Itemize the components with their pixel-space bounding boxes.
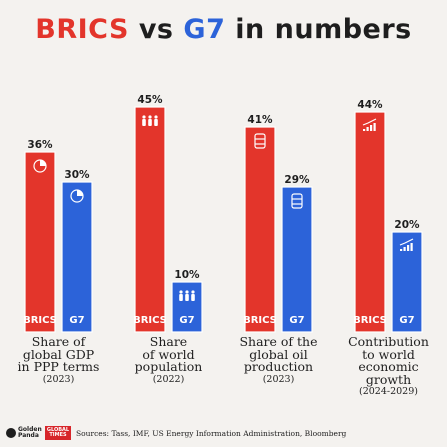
bar-brics-2	[244, 126, 276, 333]
global-times-logo-text: GLOBAL TIMES	[46, 426, 70, 438]
bar-brics-1	[134, 106, 166, 333]
bar-label-brics-0: 36%	[27, 139, 53, 151]
chart-title: BRICS vs G7 in numbers	[0, 14, 447, 45]
oil-barrel-brics-2-icon	[254, 133, 266, 149]
footer: Golden Panda GLOBAL TIMES Sources: Tass,…	[6, 424, 444, 442]
bar-g7-0	[61, 181, 93, 333]
group-tag-brics-0: BRICS	[23, 315, 57, 326]
bar-brics-3	[354, 111, 386, 333]
bar-brics-0	[24, 151, 56, 333]
golden-panda-logo: Golden Panda	[6, 426, 42, 440]
title-g7: G7	[183, 14, 226, 45]
bar-label-g7-2: 29%	[284, 174, 310, 186]
caption-3: Contribution to world economic growth (20…	[343, 334, 434, 398]
title-brics: BRICS	[35, 14, 129, 45]
group-tag-brics-2: BRICS	[243, 315, 277, 326]
group-tag-g7-1: G7	[179, 315, 194, 326]
people-g7-1-icon	[179, 290, 195, 301]
oil-barrel-g7-2-icon	[291, 193, 303, 209]
bar-label-brics-2: 41%	[247, 114, 273, 126]
bar-g7-1	[171, 281, 203, 333]
bar-label-brics-3: 44%	[357, 99, 383, 111]
growth-chart-brics-3-icon	[362, 118, 377, 131]
bar-g7-2	[281, 186, 313, 333]
caption-text-2: Share of the global oil production	[239, 334, 318, 374]
global-times-logo: GLOBAL TIMES	[45, 426, 71, 440]
caption-0: Share of global GDP in PPP terms (2023)	[13, 334, 104, 386]
caption-year-1: (2022)	[152, 373, 185, 385]
group-tag-brics-1: BRICS	[133, 315, 167, 326]
caption-2: Share of the global oil production (2023)	[233, 334, 324, 386]
bar-label-g7-3: 20%	[394, 219, 420, 231]
group-tag-brics-3: BRICS	[353, 315, 387, 326]
panda-icon	[6, 428, 16, 438]
title-vs: vs	[128, 14, 184, 45]
group-tag-g7-0: G7	[69, 315, 84, 326]
caption-year-2: (2023)	[262, 373, 295, 385]
pie-chart-g7-0-icon	[70, 189, 84, 203]
title-in-numbers: in numbers	[225, 14, 412, 45]
pie-chart-brics-0-icon	[33, 159, 47, 173]
people-brics-1-icon	[142, 115, 158, 126]
caption-text-3: Contribution to world economic growth	[348, 334, 429, 387]
bar-label-brics-1: 45%	[137, 94, 163, 106]
caption-1: Share of world population (2022)	[123, 334, 214, 386]
golden-panda-logo-text: Golden Panda	[18, 426, 42, 439]
group-tag-g7-2: G7	[289, 315, 304, 326]
growth-chart-g7-3-icon	[399, 238, 414, 251]
group-tag-g7-3: G7	[399, 315, 414, 326]
caption-text-0: Share of global GDP in PPP terms	[17, 334, 100, 374]
caption-year-3: (2024-2029)	[359, 386, 418, 397]
bar-label-g7-0: 30%	[64, 169, 90, 181]
caption-text-1: Share of world population	[134, 334, 203, 374]
sources-text: Sources: Tass, IMF, US Energy Informatio…	[76, 428, 347, 438]
bar-label-g7-1: 10%	[174, 269, 200, 281]
caption-year-0: (2023)	[42, 373, 75, 385]
